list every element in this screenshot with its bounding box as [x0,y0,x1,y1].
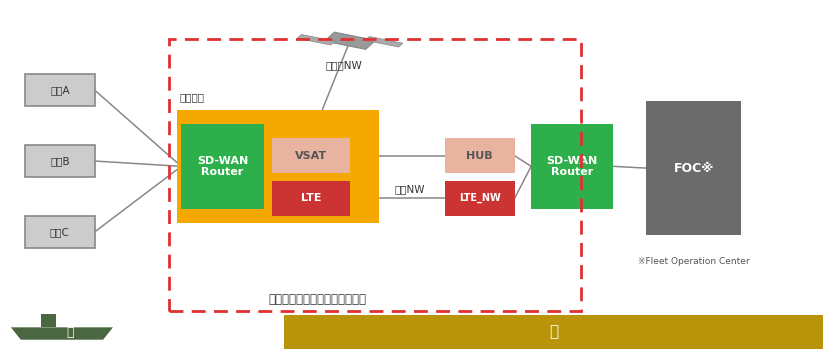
Text: SD-WAN
Router: SD-WAN Router [197,156,248,177]
FancyBboxPatch shape [41,314,56,327]
Text: VSAT: VSAT [295,151,327,161]
FancyBboxPatch shape [444,138,515,173]
FancyBboxPatch shape [25,74,95,106]
Text: HUB: HUB [466,151,493,161]
Text: 無人運航船向けた通信システム: 無人運航船向けた通信システム [268,292,366,305]
Text: SD-WAN
Router: SD-WAN Router [547,156,598,177]
Text: 通信端末: 通信端末 [180,92,205,103]
FancyBboxPatch shape [181,124,264,209]
FancyBboxPatch shape [324,32,375,49]
FancyBboxPatch shape [531,124,613,209]
FancyBboxPatch shape [177,110,379,223]
Text: 船: 船 [66,326,74,339]
Text: LTE_NW: LTE_NW [459,193,501,203]
FancyBboxPatch shape [647,101,741,235]
FancyBboxPatch shape [25,216,95,248]
FancyBboxPatch shape [284,315,823,349]
FancyBboxPatch shape [272,180,350,216]
Text: 機器B: 機器B [50,156,70,166]
Polygon shape [11,327,113,340]
Text: 陸: 陸 [549,324,559,339]
FancyBboxPatch shape [272,138,350,173]
Text: 地上NW: 地上NW [395,184,425,194]
Text: LTE: LTE [301,193,321,203]
Text: ※Fleet Operation Center: ※Fleet Operation Center [638,257,750,266]
FancyBboxPatch shape [365,36,403,47]
Text: 機器C: 機器C [50,227,70,237]
FancyBboxPatch shape [297,35,335,45]
FancyBboxPatch shape [25,145,95,177]
Text: FOC※: FOC※ [674,162,714,175]
Text: 非地上NW: 非地上NW [325,61,362,70]
Text: 機器A: 機器A [50,85,70,95]
FancyBboxPatch shape [444,180,515,216]
